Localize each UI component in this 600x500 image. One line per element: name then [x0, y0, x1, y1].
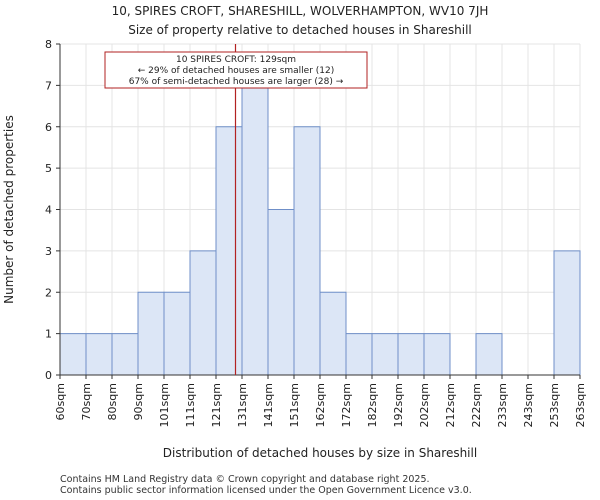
- histogram-bar: [267, 209, 295, 376]
- y-tick-label: 6: [45, 121, 52, 134]
- y-tick-label: 0: [45, 369, 52, 382]
- annotation-line3: 67% of semi-detached houses are larger (…: [129, 77, 344, 87]
- histogram-bar: [319, 291, 347, 376]
- x-tick-label: 182sqm: [366, 383, 379, 427]
- x-tick-label: 121sqm: [210, 383, 223, 427]
- y-axis-label: Number of detached properties: [2, 115, 16, 304]
- histogram-bar: [137, 291, 165, 376]
- x-tick-label: 131sqm: [236, 383, 249, 427]
- x-tick-label: 111sqm: [184, 383, 197, 427]
- x-tick-label: 101sqm: [158, 383, 171, 427]
- histogram-bar: [345, 333, 373, 376]
- x-tick-label: 243sqm: [522, 383, 535, 427]
- x-tick-label: 253sqm: [548, 383, 561, 427]
- x-tick-label: 172sqm: [340, 383, 353, 427]
- histogram-bar: [553, 250, 581, 376]
- y-tick-label: 7: [45, 79, 52, 92]
- x-tick-label: 70sqm: [80, 383, 93, 420]
- y-tick-label: 2: [45, 286, 52, 299]
- y-tick-label: 3: [45, 245, 52, 258]
- histogram-bar: [215, 126, 243, 376]
- y-tick-label: 5: [45, 162, 52, 175]
- x-tick-label: 60sqm: [54, 383, 67, 420]
- histogram-bar: [475, 333, 503, 376]
- histogram-bar: [189, 250, 217, 376]
- annotation-box: [104, 51, 368, 89]
- x-tick-label: 263sqm: [574, 383, 587, 427]
- y-tick-label: 8: [45, 38, 52, 51]
- histogram-bar: [163, 291, 191, 376]
- x-tick-label: 212sqm: [444, 383, 457, 427]
- x-tick-label: 90sqm: [132, 383, 145, 420]
- x-tick-label: 151sqm: [288, 383, 301, 427]
- x-tick-label: 141sqm: [262, 383, 275, 427]
- annotation-line1: 10 SPIRES CROFT: 129sqm: [176, 55, 296, 65]
- histogram-bar: [59, 333, 87, 376]
- y-tick-label: 4: [45, 204, 52, 217]
- x-tick-label: 202sqm: [418, 383, 431, 427]
- histogram-bar: [111, 333, 139, 376]
- y-tick-label: 1: [45, 328, 52, 341]
- chart-title-line2: Size of property relative to detached ho…: [128, 23, 472, 37]
- chart-title-line1: 10, SPIRES CROFT, SHARESHILL, WOLVERHAMP…: [111, 4, 489, 18]
- footer-copyright: Contains HM Land Registry data © Crown c…: [60, 474, 430, 485]
- x-tick-label: 192sqm: [392, 383, 405, 427]
- x-tick-label: 162sqm: [314, 383, 327, 427]
- histogram-bar: [241, 84, 269, 376]
- x-axis-label: Distribution of detached houses by size …: [163, 446, 477, 460]
- histogram-bar: [293, 126, 321, 376]
- histogram-bar: [397, 333, 425, 376]
- x-tick-label: 233sqm: [496, 383, 509, 427]
- x-tick-label: 80sqm: [106, 383, 119, 420]
- histogram-bar: [423, 333, 451, 376]
- histogram-bar: [85, 333, 113, 376]
- annotation-line2: ← 29% of detached houses are smaller (12…: [138, 66, 335, 76]
- x-tick-label: 222sqm: [470, 383, 483, 427]
- footer-licence: Contains public sector information licen…: [60, 485, 472, 496]
- histogram-bar: [371, 333, 399, 376]
